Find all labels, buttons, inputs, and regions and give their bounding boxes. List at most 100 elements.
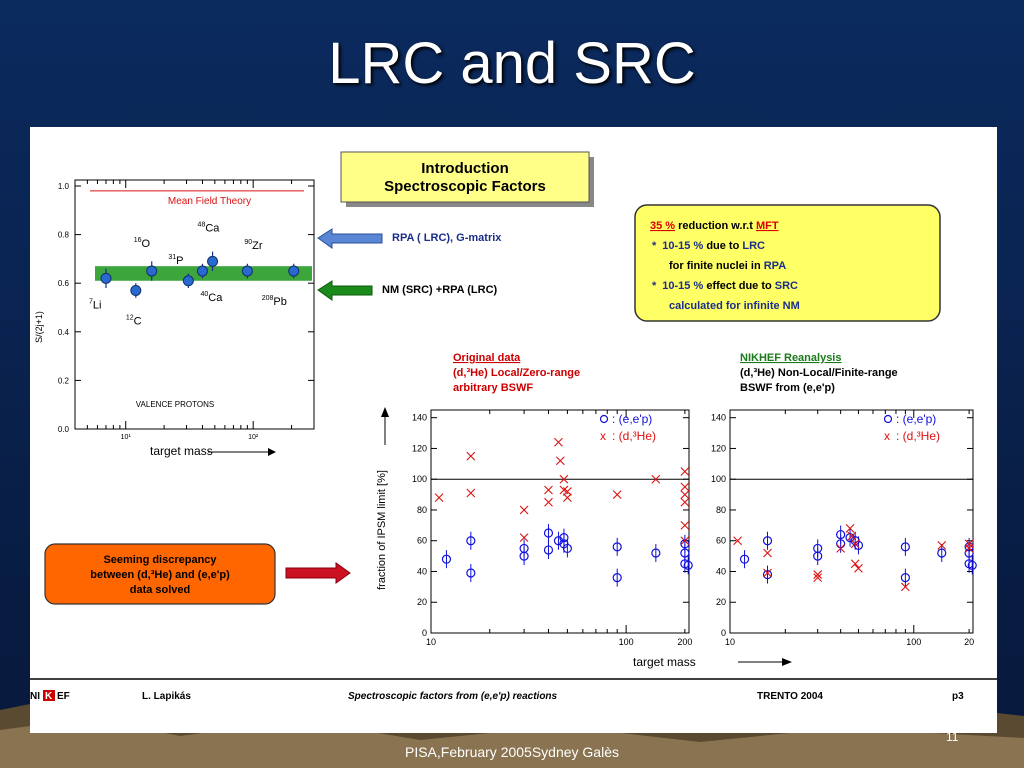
chart2-dhe-stroke (519, 505, 529, 515)
chart3-ytick-label: 140 (711, 413, 726, 423)
chart3-eep-point (900, 573, 910, 583)
chart1-point (100, 272, 112, 284)
chart2-eep-point (543, 545, 554, 555)
chart2-dhe-point (559, 474, 569, 484)
chart3-eep-point (762, 536, 773, 546)
chart2-xtick-label: 100 (619, 637, 634, 647)
chart3-dhe-stroke (850, 559, 860, 569)
chart3-dhe-stroke (733, 536, 742, 546)
chart2-dhe-point (466, 451, 476, 461)
chart1-ytick-label: 0.8 (58, 231, 70, 240)
yellow-line3: for finite nuclei in RPA (669, 260, 786, 272)
chart1-nucleus-symbol: Li (93, 299, 102, 311)
chart3-eep-point (739, 554, 750, 564)
chart3-dhe-point (854, 564, 863, 573)
chart1-nucleus-label: 48Ca (198, 221, 221, 234)
logo-text-pre: NI (30, 691, 40, 702)
chart3-dhe-stroke (836, 544, 846, 553)
chart2-dhe-stroke (519, 533, 529, 543)
shared-xlabel-arrowhead (782, 658, 792, 666)
chart1-ytick-label: 0.0 (58, 425, 70, 434)
chart2-ylabel-arrowhead (381, 407, 389, 417)
chart2-ytick-label: 100 (412, 474, 427, 484)
chart1-nucleus-mass: 208 (262, 295, 274, 302)
chart3-eep-point (853, 540, 864, 550)
orange-line3: data solved (130, 584, 191, 596)
chart1-point (130, 284, 142, 296)
chart2-dhe-stroke (680, 490, 690, 499)
chart3-legend-text-dhe: : (d,³He) (896, 429, 940, 443)
chart1-nucleus-label: 90Zr (244, 239, 263, 252)
logo-k-block (43, 690, 55, 701)
chart3-xtick-label: 20 (964, 637, 974, 647)
chart2-eep-point (651, 548, 661, 558)
chart2-dhe-point (651, 474, 661, 484)
chart1-nucleus-mass: 90 (244, 239, 252, 246)
chart3-eep-point (813, 543, 823, 554)
chart2-ytick-label: 20 (417, 597, 427, 607)
chart2-eep-point (519, 543, 529, 554)
yellow-line5: calculated for infinite NM (669, 300, 800, 312)
chart2-dhe-point (562, 493, 572, 503)
chart3-eep-point (967, 560, 977, 570)
nm-arrow (317, 280, 373, 301)
slide-title: LRC and SRC (328, 31, 696, 96)
chart1-nucleus-mass: 16 (134, 237, 142, 244)
yellow-line2: * 10-15 % due to LRC (652, 240, 765, 252)
original-header-line2: (d,³He) Local/Zero-range (453, 367, 580, 379)
chart1-xlabel-arrowhead (268, 448, 276, 456)
chart3-dhe-point (733, 536, 742, 546)
chart3-dhe-point (900, 582, 910, 592)
chart3-dhe-stroke (854, 564, 863, 573)
chart2-xtick-label: 10 (426, 637, 436, 647)
chart2-dhe-stroke (651, 474, 661, 484)
chart1-ytick-label: 1.0 (58, 182, 70, 191)
shared-xlabel: target mass (633, 655, 696, 669)
chart2-dhe-point (680, 520, 690, 530)
orange-callout-box: Seeming discrepancy between (d,³He) and … (44, 543, 276, 605)
slide-footer: PISA,February 2005Sydney Galès (404, 744, 619, 760)
original-data-header: Original data (d,³He) Local/Zero-range a… (453, 352, 580, 394)
chart1-nucleus-label: 12C (126, 314, 142, 327)
chart2-eep-point (543, 528, 554, 538)
chart2-legend-text-dhe: : (d,³He) (612, 429, 656, 443)
bottom-page: p3 (952, 691, 964, 702)
chart2-dhe-stroke (434, 493, 444, 503)
chart3-xtick-label: 10 (725, 637, 735, 647)
chart2-eep-point (466, 536, 476, 546)
chart3-dhe-stroke (964, 544, 974, 553)
chart3-legend-circle (883, 414, 893, 424)
bottom-caption: Spectroscopic factors from (e,e'p) react… (348, 691, 558, 702)
chart-spectroscopic-factors: 0.0 0.2 0.4 0.6 0.8 1.0 10¹ 10² Mean Field Theor… (58, 179, 315, 441)
chart3-eep-point (850, 536, 860, 546)
chart2-eep-point (683, 560, 693, 570)
chart1-xtick-label: 10² (248, 434, 259, 441)
chart3-dhe-stroke (813, 573, 823, 583)
chart3-dhe-stroke (900, 582, 910, 592)
chart2-eep-point (562, 543, 572, 554)
chart1-xlabel: target mass (150, 444, 213, 458)
chart2-dhe-point (680, 490, 690, 499)
nikhef-header: NIKHEF Reanalysis (d,³He) Non-Local/Fini… (740, 352, 898, 394)
chart2-dhe-stroke (559, 474, 569, 484)
rpa-arrow-label: RPA ( LRC), G-matrix (392, 232, 502, 244)
chart2-dhe-point (680, 536, 690, 546)
chart2-ytick-label: 80 (417, 505, 427, 515)
chart3-dhe-point (937, 540, 947, 550)
nm-arrow-label: NM (SRC) +RPA (LRC) (382, 284, 498, 296)
chart2-dhe-stroke (680, 467, 690, 476)
chart1-point (146, 265, 158, 277)
chart1-point (207, 255, 219, 267)
chart1-nucleus-label: 40Ca (200, 291, 223, 304)
chart2-ytick-label: 40 (417, 566, 427, 576)
chart1-xtick-label: 10¹ (121, 434, 132, 441)
bottom-author: L. Lapikás (142, 691, 191, 702)
chart1-point (182, 275, 194, 287)
chart3-frame (729, 409, 974, 634)
nikhef-header-line3: BSWF from (e,e'p) (740, 382, 835, 394)
intro-line2: Spectroscopic Factors (384, 178, 546, 195)
chart3-dhe-point (763, 568, 772, 578)
logo-text-mid: K (45, 691, 53, 702)
orange-line1: Seeming discrepancy (103, 554, 217, 566)
rpa-arrow (317, 228, 383, 249)
